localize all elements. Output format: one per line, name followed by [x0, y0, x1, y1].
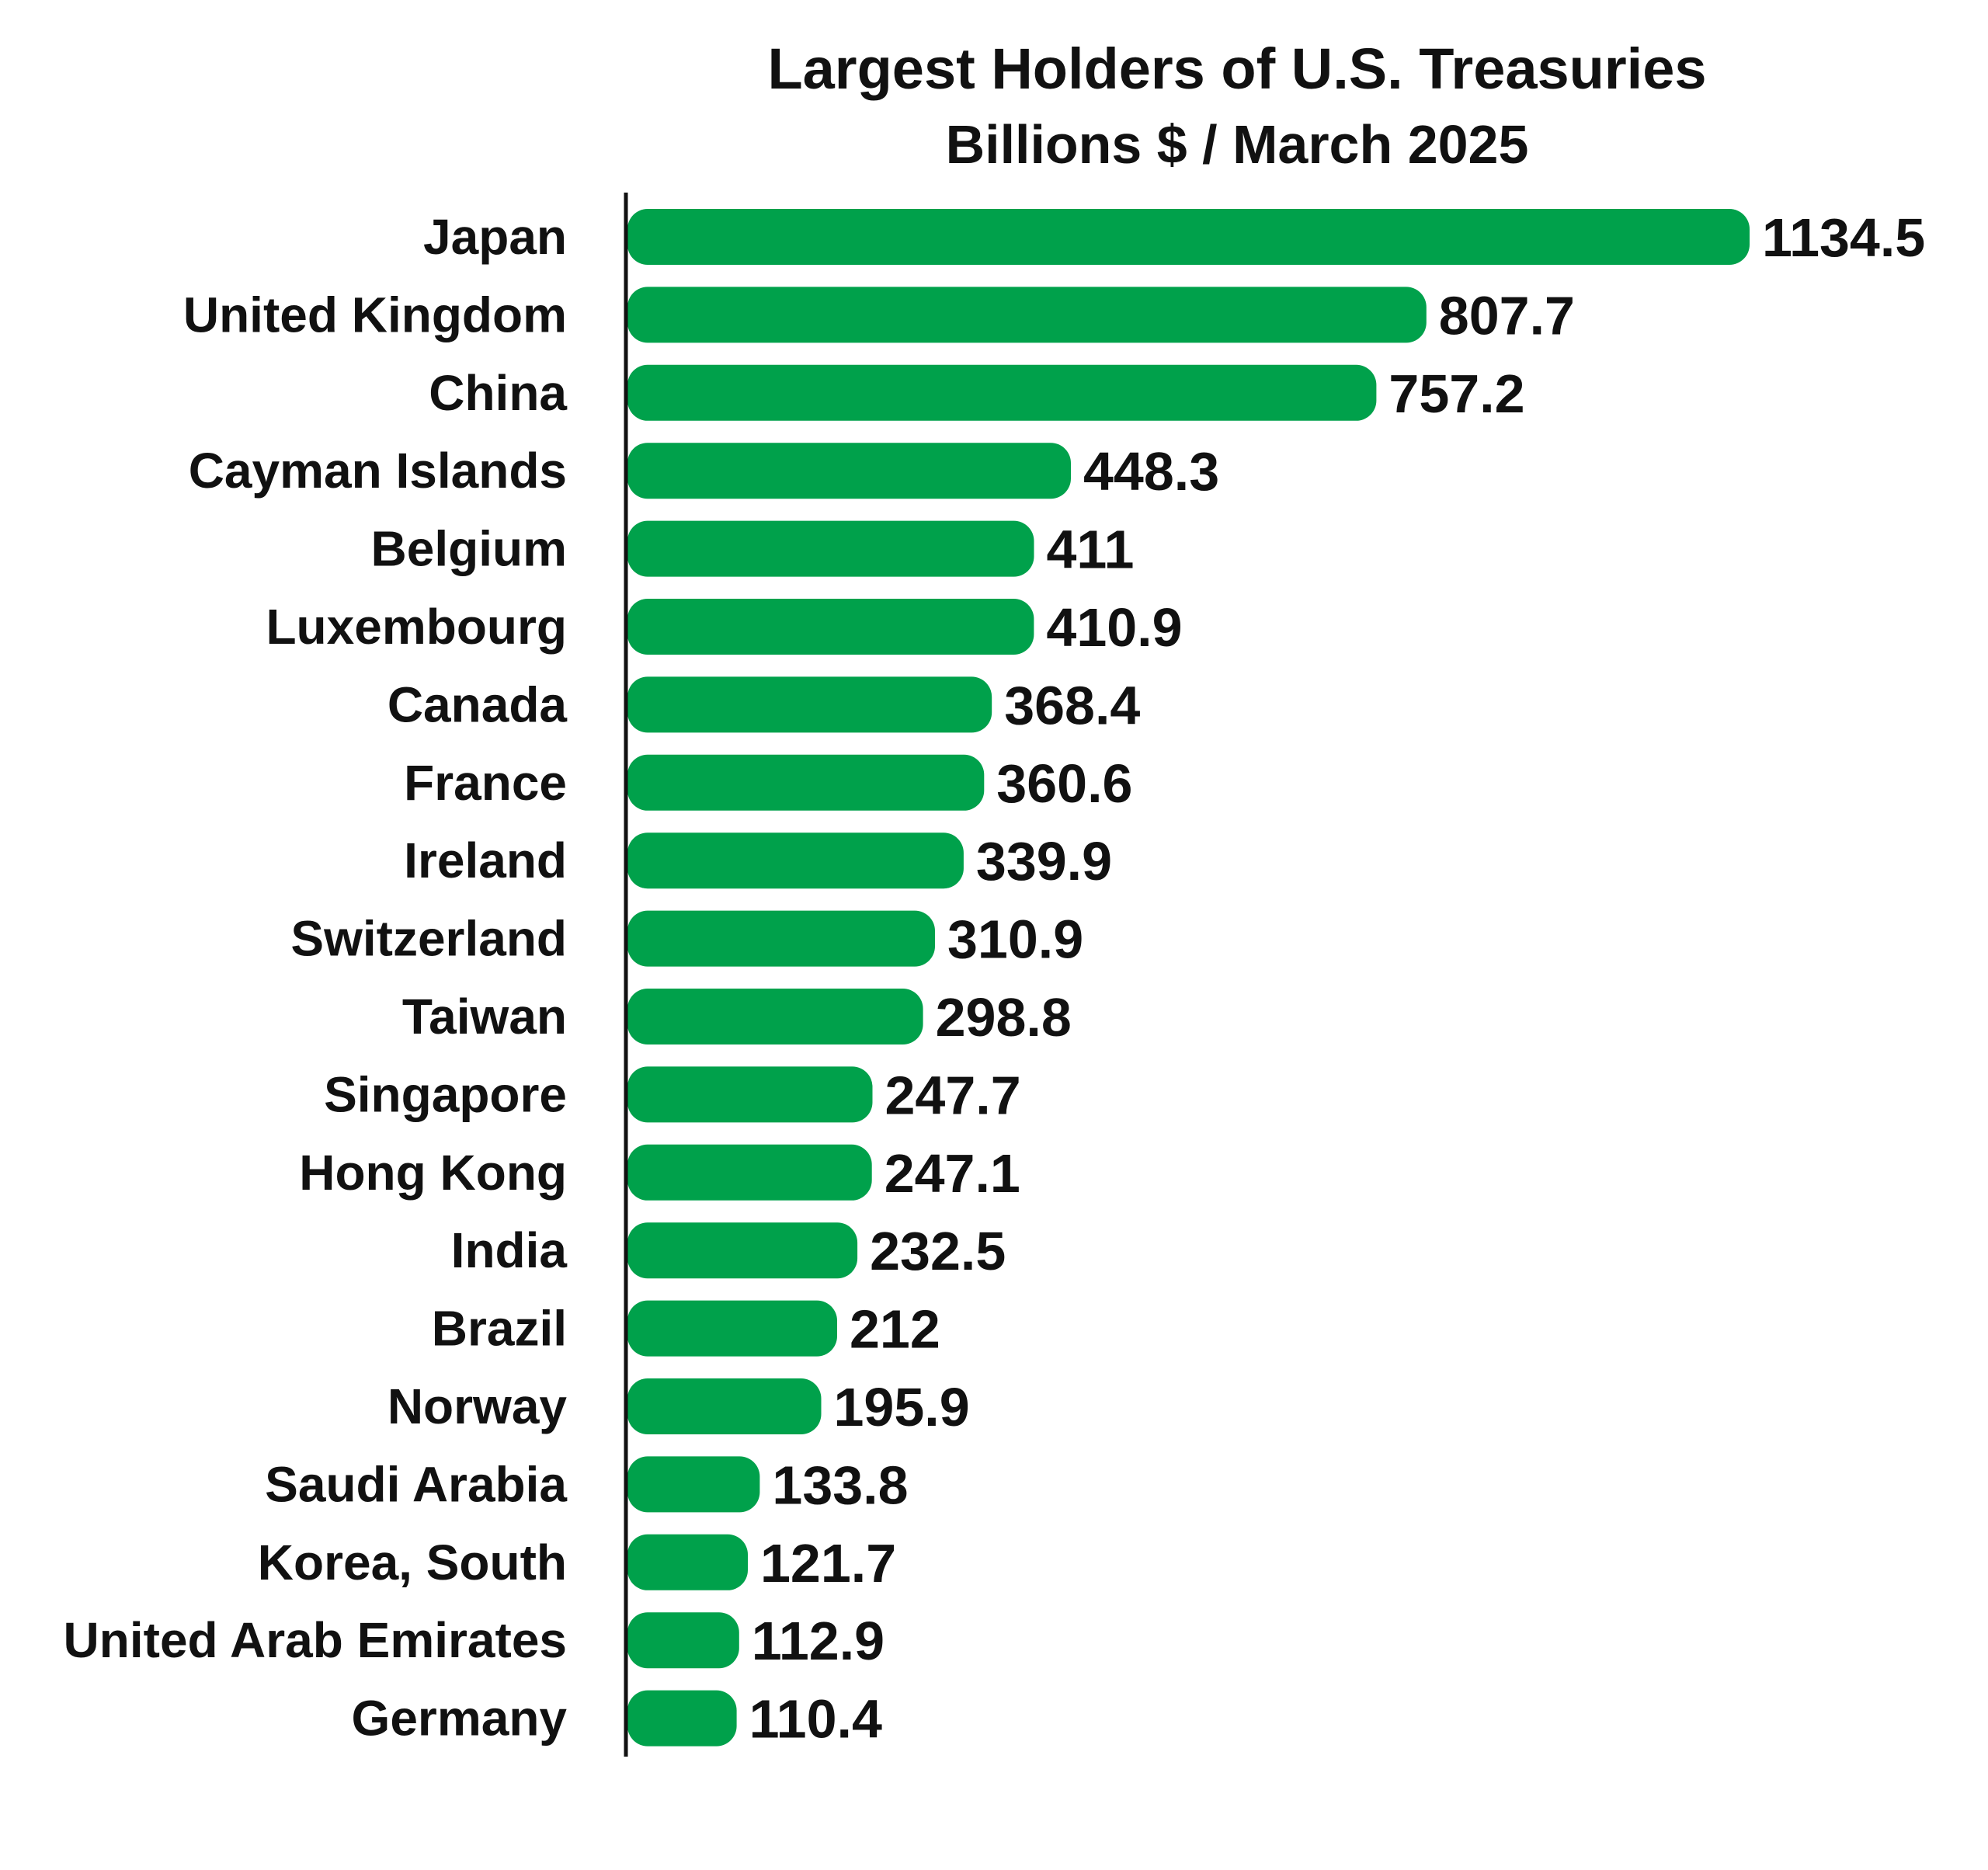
bar — [627, 1612, 739, 1669]
bar — [627, 1534, 748, 1590]
category-label: Korea, South — [258, 1535, 567, 1590]
bar — [627, 443, 1071, 499]
value-label: 298.8 — [936, 987, 1072, 1048]
bar — [627, 1300, 837, 1357]
value-label: 360.6 — [996, 753, 1132, 814]
chart-title: Largest Holders of U.S. Treasuries — [767, 36, 1706, 101]
value-label: 757.2 — [1388, 363, 1524, 424]
bar — [627, 754, 985, 811]
value-label: 368.4 — [1004, 675, 1140, 735]
value-label: 232.5 — [870, 1221, 1006, 1281]
value-label: 807.7 — [1439, 285, 1575, 346]
bar — [627, 1378, 822, 1434]
bar — [627, 1456, 760, 1513]
value-label: 1134.5 — [1762, 207, 1925, 268]
category-label: Germany — [352, 1691, 568, 1747]
bar — [627, 910, 935, 967]
value-labels: 1134.5 807.7 757.2 448.3 411 410.9 368.4 360.6 3… — [749, 207, 1926, 1750]
category-labels: Japan United Kingdom China Cayman Islands Be… — [64, 209, 568, 1747]
category-label: Belgium — [371, 521, 567, 577]
bar — [627, 599, 1034, 655]
bar — [627, 1066, 873, 1123]
category-label: China — [429, 365, 567, 421]
category-label: France — [404, 755, 567, 811]
bar — [627, 364, 1377, 421]
value-label: 195.9 — [834, 1377, 970, 1437]
value-label: 410.9 — [1046, 597, 1182, 658]
value-label: 247.7 — [885, 1065, 1021, 1125]
category-label: Norway — [388, 1378, 568, 1434]
value-label: 133.8 — [772, 1455, 908, 1515]
value-label: 339.9 — [976, 831, 1112, 892]
bar — [627, 520, 1034, 577]
value-label: 112.9 — [752, 1611, 885, 1671]
value-label: 247.1 — [885, 1143, 1020, 1204]
category-label: Singapore — [324, 1066, 567, 1122]
category-label: Brazil — [432, 1301, 567, 1357]
category-label: Canada — [388, 676, 568, 732]
bar — [627, 676, 992, 733]
category-label: India — [451, 1222, 568, 1278]
bar — [627, 1222, 858, 1279]
value-label: 310.9 — [947, 909, 1083, 970]
value-label: 212 — [850, 1299, 940, 1360]
value-label: 121.7 — [760, 1533, 896, 1594]
category-label: Cayman Islands — [189, 443, 567, 499]
value-label: 448.3 — [1083, 441, 1219, 502]
category-label: Switzerland — [290, 911, 567, 967]
category-label: Luxembourg — [266, 599, 567, 655]
bar — [627, 287, 1427, 343]
bar — [627, 1144, 872, 1201]
bar — [627, 209, 1750, 265]
category-label: Saudi Arabia — [265, 1456, 567, 1512]
category-label: Taiwan — [402, 989, 567, 1044]
value-label: 110.4 — [749, 1689, 882, 1750]
bar — [627, 989, 923, 1044]
bar — [627, 1690, 737, 1747]
category-label: United Arab Emirates — [64, 1612, 567, 1668]
category-label: Japan — [423, 209, 567, 265]
bars-layer — [627, 209, 1750, 1747]
category-label: United Kingdom — [183, 287, 567, 342]
category-label: Ireland — [404, 832, 567, 888]
value-label: 411 — [1047, 520, 1135, 580]
chart-subtitle: Billions $ / March 2025 — [946, 114, 1529, 175]
category-label: Hong Kong — [299, 1145, 567, 1201]
bar — [627, 832, 964, 889]
